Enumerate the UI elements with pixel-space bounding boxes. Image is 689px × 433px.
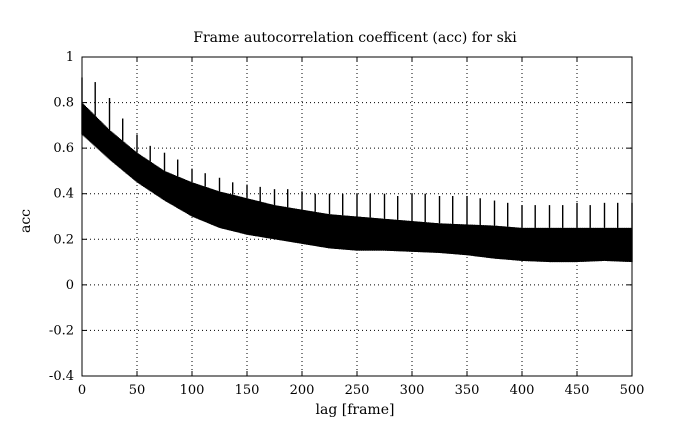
y-tick-label: 0.2 xyxy=(53,232,74,247)
y-tick-label: -0.4 xyxy=(49,369,74,384)
y-tick-label: 1 xyxy=(66,50,74,65)
y-tick-label: 0.6 xyxy=(53,141,74,156)
x-tick-label: 150 xyxy=(235,383,260,398)
y-tick-label: 0.4 xyxy=(53,187,74,202)
acc-line xyxy=(81,103,633,263)
y-tick-label: 0.8 xyxy=(53,96,74,111)
y-tick-label: 0 xyxy=(66,278,74,293)
x-tick-label: 200 xyxy=(290,383,315,398)
x-tick-label: 0 xyxy=(78,383,86,398)
y-tick-label: -0.2 xyxy=(49,323,74,338)
chart-title: Frame autocorrelation coefficent (acc) f… xyxy=(193,30,517,46)
x-tick-label: 100 xyxy=(180,383,205,398)
x-axis-label: lag [frame] xyxy=(316,402,395,418)
x-tick-label: 50 xyxy=(129,383,146,398)
x-tick-label: 400 xyxy=(510,383,535,398)
x-tick-label: 350 xyxy=(455,383,480,398)
x-tick-label: 500 xyxy=(620,383,645,398)
x-tick-label: 250 xyxy=(345,383,370,398)
y-axis-label: acc xyxy=(18,209,34,233)
tick-marks xyxy=(81,56,633,377)
y-tick-labels: -0.4 -0.2 0 0.2 0.4 0.6 0.8 1 xyxy=(49,50,74,384)
x-tick-label: 450 xyxy=(565,383,590,398)
x-tick-labels: 0 50 100 150 200 250 300 350 400 450 500 xyxy=(78,383,645,398)
plot-area xyxy=(81,77,633,263)
x-tick-label: 300 xyxy=(400,383,425,398)
